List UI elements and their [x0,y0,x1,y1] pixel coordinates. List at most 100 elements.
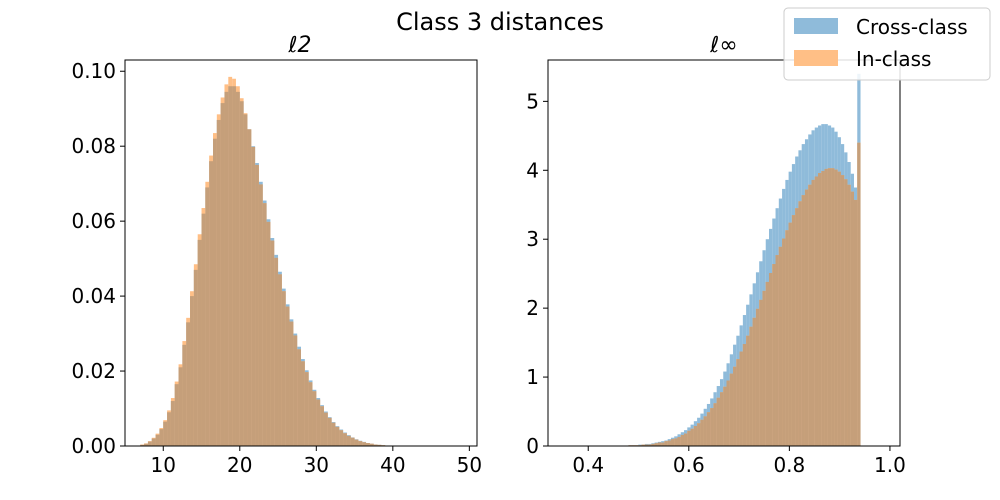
linf-bars [628,73,861,447]
l2-overlap-bar [377,444,382,446]
linf-overlap-bar [713,403,717,446]
l2-overlap-bar [316,399,321,446]
legend-swatch-cross-class [794,18,838,34]
l2-overlap-bar [232,86,236,447]
linf-overlap-bar [798,201,802,446]
l2-overlap-bar [297,349,301,446]
l2-y-tick-label: 0.00 [71,434,116,458]
linf-overlap-bar [762,290,766,446]
l2-x-tick-label: 20 [227,453,252,477]
linf-y-tick-label: 3 [526,227,539,251]
linf-overlap-bar [814,176,819,446]
legend-label-in-class: In-class [856,47,931,71]
l2-overlap-bar [170,401,175,446]
l2-overlap-bar [362,442,367,446]
linf-overlap-bar [670,439,675,446]
l2-overlap-bar [262,203,267,446]
linf-overlap-bar [765,281,770,446]
linf-overlap-bar [749,326,753,446]
l2-overlap-bar [289,321,294,446]
linf-overlap-bar [641,444,645,446]
legend: Cross-class In-class [783,7,991,81]
linf-overlap-bar [785,230,789,446]
linf-overlap-bar [651,443,655,446]
linf-overlap-bar [703,416,707,446]
linf-overlap-bar [736,359,740,446]
l2-overlap-bar [366,443,370,446]
linf-overlap-bar [818,173,822,447]
l2-y-tick-label: 0.08 [71,134,116,158]
linf-overlap-bar [677,437,681,446]
l2-overlap-bar [216,119,221,446]
l2-overlap-bar [228,86,233,447]
l2-overlap-bar [320,406,324,446]
linf-overlap-bar [847,184,851,446]
legend-label-cross-class: Cross-class [856,15,968,39]
linf-overlap-bar [827,168,832,447]
linf-overlap-bar [837,171,841,446]
linf-overlap-bar [808,184,812,446]
linf-overlap-bar [729,373,734,446]
linf-overlap-bar [772,264,776,446]
l2-overlap-bar [346,435,351,446]
l2-overlap-bar [327,417,332,446]
l2-overlap-bar [251,146,256,446]
l2-axes-frame [124,59,478,447]
l2-overlap-bar [304,372,309,446]
linf-overlap-bar [795,208,799,446]
linf-y-tick-label: 5 [526,89,539,113]
l2-overlap-bar [147,441,152,446]
l2-overlap-bar [239,101,244,446]
l2-overlap-bar [193,269,198,446]
legend-swatch-in-class [794,50,838,66]
linf-overlap-bar [697,423,701,446]
linf-panel: ℓ∞ 0.4 0.6 0.8 1.0 0 1 2 3 4 5 [526,33,906,477]
l2-overlap-bar [243,114,248,446]
linf-overlap-bar [755,308,760,446]
linf-y-tick-label: 2 [526,296,539,320]
l2-overlap-bar [201,213,206,446]
l2-overlap-bar [274,257,279,446]
l2-overlap-bar [163,421,168,446]
l2-overlap-bar [373,444,378,446]
linf-overlap-bar [648,444,652,446]
l2-y-tick-label: 0.06 [71,209,116,233]
l2-overlap-bar [312,391,317,446]
linf-overlap-bar [759,299,763,446]
linf-overlap-bar [693,426,698,446]
l2-overlap-bar [323,412,328,446]
linf-y-tick-label: 1 [526,365,539,389]
linf-overlap-bar [742,343,747,446]
l2-overlap-bar [247,129,252,447]
linf-overlap-bar [706,412,711,446]
l2-panel-title: ℓ2 [287,33,311,58]
linf-overlap-bar [853,199,858,446]
linf-overlap-bar [674,438,678,446]
l2-y-tick-label: 0.04 [71,284,116,308]
l2-overlap-bar [197,239,202,446]
l2-y-tick-label: 0.02 [71,359,116,383]
linf-overlap-bar [700,419,704,446]
linf-overlap-bar [684,433,688,446]
linf-overlap-bar [801,195,805,446]
linf-y-tick-label: 4 [526,158,539,182]
linf-overlap-bar [811,179,815,446]
linf-overlap-bar [710,408,714,446]
linf-overlap-bar [644,444,649,446]
linf-overlap-bar [850,191,854,446]
l2-overlap-bar [301,361,305,446]
l2-overlap-bar [308,382,313,446]
l2-x-tick-label: 40 [380,453,405,477]
linf-overlap-bar [746,335,750,446]
l2-overlap-bar [209,161,213,447]
linf-overlap-bar [716,397,720,446]
linf-overlap-bar [782,238,786,446]
l2-ticks: 10 20 30 40 50 0.00 0.02 0.04 0.06 0.08 0.10 [71,59,482,477]
l2-overlap-bar [213,138,217,446]
l2-overlap-bar [335,426,340,446]
l2-bars [140,76,393,447]
linf-ticks: 0.4 0.6 0.8 1.0 0 1 2 3 4 5 [526,89,906,477]
linf-x-tick-label: 0.6 [673,453,705,477]
l2-overlap-bar [339,430,344,446]
